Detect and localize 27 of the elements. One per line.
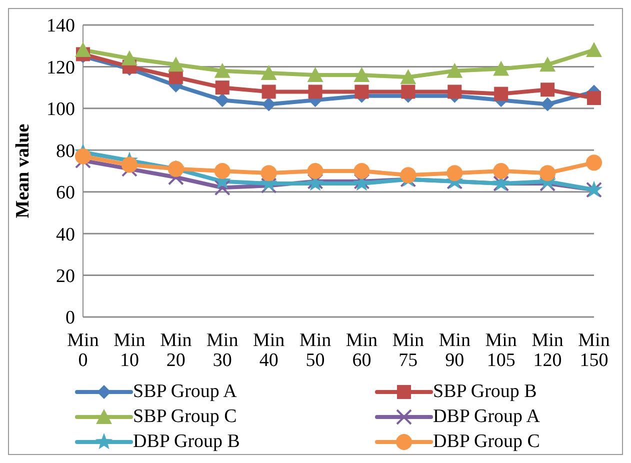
y-tick-label: 120 — [46, 57, 75, 78]
legend-label: SBP Group C — [133, 405, 237, 429]
y-tick-label: 0 — [66, 308, 75, 329]
y-tick-label: 60 — [56, 182, 75, 204]
y-axis-title: Mean value — [12, 124, 34, 218]
x-tick-label: Min 90 — [438, 330, 471, 372]
legend-label: DBP Group C — [433, 430, 540, 454]
y-tick-label: 20 — [56, 266, 75, 288]
x-tick-label: Min 30 — [206, 330, 239, 372]
legend-label: SBP Group A — [133, 380, 237, 404]
x-tick-label: Min 120 — [532, 330, 564, 372]
legend-label: DBP Group A — [433, 405, 540, 429]
x-tick-label: Min 150 — [578, 330, 610, 372]
legend-label: DBP Group B — [133, 430, 240, 454]
y-tick-label: 100 — [46, 99, 75, 120]
x-tick-label: Min 60 — [346, 330, 378, 372]
x-tick-label: Min 40 — [252, 330, 286, 372]
x-tick-label: Min 10 — [114, 330, 146, 372]
x-tick-label: Min 75 — [392, 330, 425, 372]
y-tick-label: 140 — [46, 16, 75, 37]
legend-label: SBP Group B — [433, 380, 537, 404]
y-tick-label: 40 — [56, 224, 75, 246]
y-tick-label: 80 — [56, 140, 75, 162]
x-tick-label: Min 50 — [299, 330, 332, 372]
x-tick-label: Min 0 — [67, 330, 100, 372]
x-tick-label: Min 105 — [485, 330, 518, 372]
x-tick-label: Min 20 — [160, 330, 192, 372]
